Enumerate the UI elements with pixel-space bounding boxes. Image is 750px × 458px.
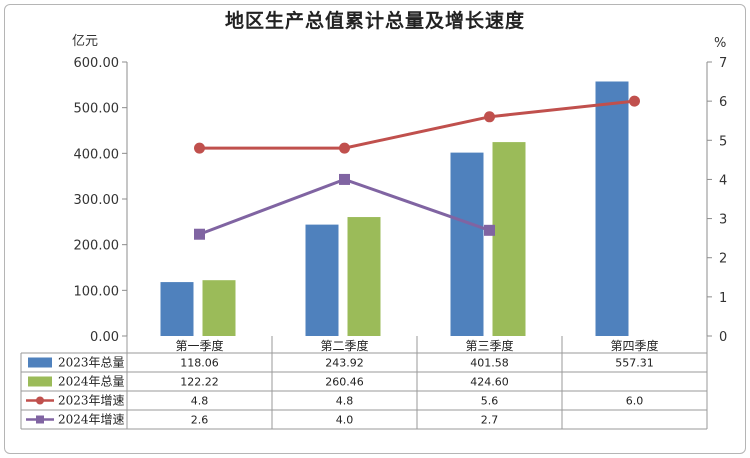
data-table-value: 4.8 (191, 395, 209, 408)
left-axis-unit: 亿元 (72, 34, 99, 49)
point-2023-growth (194, 142, 205, 154)
bar-2024-total (492, 142, 526, 336)
legend-series-name: 2023年增速 (58, 394, 125, 408)
left-axis-tick-label: 500.00 (74, 102, 120, 117)
legend-swatch (28, 376, 52, 387)
right-axis-tick-label: 5 (719, 134, 727, 149)
data-table-value: 118.06 (180, 357, 219, 370)
point-2024-growth (194, 228, 205, 240)
point-2023-growth (484, 111, 495, 123)
legend-swatch-marker (36, 396, 44, 405)
right-axis-unit: % (714, 36, 727, 51)
left-axis-tick-label: 200.00 (74, 239, 120, 254)
legend-series-name: 2023年总量 (58, 356, 125, 370)
data-table-value: 424.60 (470, 376, 509, 389)
right-axis-tick-label: 4 (719, 173, 727, 188)
line-2023-growth (199, 99, 635, 150)
data-table-value: 2.6 (191, 414, 209, 427)
bar-2023-total (160, 282, 194, 336)
left-axis-tick-label: 600.00 (74, 56, 120, 71)
legend-series-name: 2024年总量 (58, 375, 125, 389)
point-2023-growth (629, 95, 640, 107)
left-axis-tick-label: 300.00 (74, 193, 120, 208)
left-axis-tick-label: 100.00 (74, 284, 120, 299)
bar-2023-total (595, 81, 629, 336)
x-axis-category-label: 第一季度 (175, 338, 223, 353)
data-table-value: 2.7 (481, 414, 499, 427)
data-table-value: 4.8 (336, 395, 354, 408)
bar-2024-total (347, 217, 381, 336)
legend-swatch (28, 357, 52, 368)
right-axis-tick-label: 3 (719, 213, 727, 228)
x-axis-category-label: 第三季度 (465, 338, 513, 353)
legend-swatch-marker (36, 415, 44, 424)
right-axis-tick-label: 7 (719, 56, 727, 71)
data-table-value: 260.46 (325, 376, 364, 389)
point-2023-growth (339, 142, 350, 154)
bar-2023-total (450, 152, 484, 336)
x-axis-category-label: 第二季度 (320, 338, 368, 353)
bar-2024-total (202, 280, 236, 336)
point-2024-growth (339, 173, 350, 185)
right-axis-tick-label: 1 (719, 291, 727, 306)
legend-series-name: 2024年增速 (58, 413, 125, 427)
data-table-value: 557.31 (615, 357, 654, 370)
data-table-value: 6.0 (626, 395, 644, 408)
right-axis-tick-label: 6 (719, 95, 727, 110)
x-axis-category-label: 第四季度 (610, 338, 658, 353)
left-axis-tick-label: 0.00 (90, 330, 119, 345)
data-table-value: 243.92 (325, 357, 364, 370)
right-axis-tick-label: 2 (719, 252, 727, 267)
data-table-value: 4.0 (336, 414, 354, 427)
chart-title: 地区生产总值累计总量及增长速度 (224, 10, 525, 32)
data-table-value: 122.22 (180, 376, 219, 389)
bar-2023-total (305, 224, 339, 336)
point-2024-growth (484, 224, 495, 236)
left-axis-tick-label: 400.00 (74, 147, 120, 162)
data-table-value: 5.6 (481, 395, 499, 408)
line-2024-growth (198, 177, 490, 236)
right-axis-tick-label: 0 (719, 330, 727, 345)
data-table-value: 401.58 (470, 357, 509, 370)
